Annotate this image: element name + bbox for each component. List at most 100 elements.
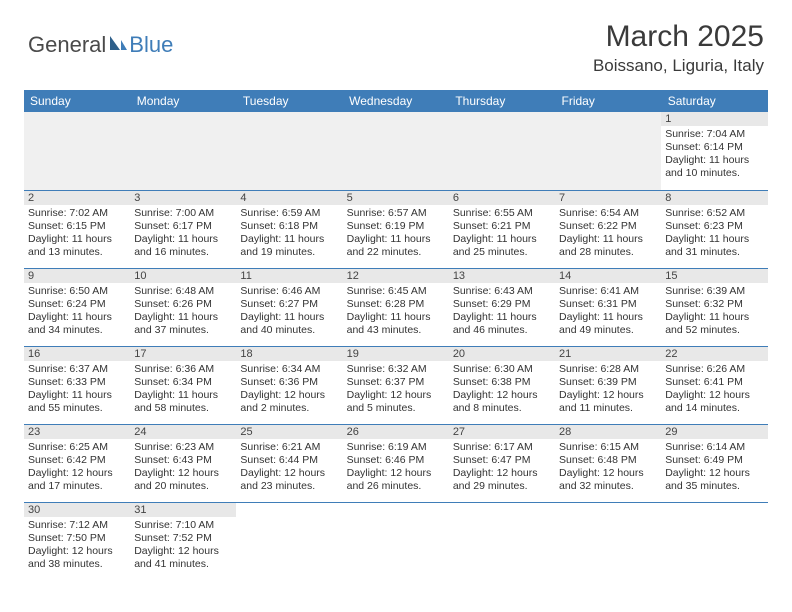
sunrise-text: Sunrise: 6:25 AM: [28, 441, 126, 454]
sunset-text: Sunset: 6:21 PM: [453, 220, 551, 233]
sunset-text: Sunset: 7:50 PM: [28, 532, 126, 545]
sunset-text: Sunset: 6:29 PM: [453, 298, 551, 311]
day-header: Wednesday: [343, 90, 449, 112]
day-details: Sunrise: 6:45 AMSunset: 6:28 PMDaylight:…: [347, 285, 445, 338]
sunset-text: Sunset: 6:18 PM: [240, 220, 338, 233]
day-number: 11: [236, 269, 342, 283]
calendar-cell: 1Sunrise: 7:04 AMSunset: 6:14 PMDaylight…: [661, 112, 767, 190]
day-number: 3: [130, 191, 236, 205]
day-details: Sunrise: 6:32 AMSunset: 6:37 PMDaylight:…: [347, 363, 445, 416]
day-number: 17: [130, 347, 236, 361]
daylight-text: Daylight: 12 hours and 38 minutes.: [28, 545, 126, 571]
sail-icon: [108, 32, 128, 58]
calendar-row: 9Sunrise: 6:50 AMSunset: 6:24 PMDaylight…: [24, 268, 768, 346]
day-details: Sunrise: 6:57 AMSunset: 6:19 PMDaylight:…: [347, 207, 445, 260]
sunrise-text: Sunrise: 6:30 AM: [453, 363, 551, 376]
day-details: Sunrise: 6:26 AMSunset: 6:41 PMDaylight:…: [665, 363, 763, 416]
day-details: Sunrise: 6:17 AMSunset: 6:47 PMDaylight:…: [453, 441, 551, 494]
day-details: Sunrise: 7:12 AMSunset: 7:50 PMDaylight:…: [28, 519, 126, 572]
logo-text-general: General: [28, 32, 106, 58]
sunset-text: Sunset: 6:43 PM: [134, 454, 232, 467]
sunrise-text: Sunrise: 6:15 AM: [559, 441, 657, 454]
calendar-cell: 12Sunrise: 6:45 AMSunset: 6:28 PMDayligh…: [343, 268, 449, 346]
day-number: 30: [24, 503, 130, 517]
daylight-text: Daylight: 11 hours and 10 minutes.: [665, 154, 763, 180]
sunset-text: Sunset: 6:32 PM: [665, 298, 763, 311]
day-details: Sunrise: 6:39 AMSunset: 6:32 PMDaylight:…: [665, 285, 763, 338]
sunrise-text: Sunrise: 7:12 AM: [28, 519, 126, 532]
sunrise-text: Sunrise: 6:57 AM: [347, 207, 445, 220]
daylight-text: Daylight: 11 hours and 37 minutes.: [134, 311, 232, 337]
daylight-text: Daylight: 11 hours and 55 minutes.: [28, 389, 126, 415]
sunset-text: Sunset: 6:49 PM: [665, 454, 763, 467]
calendar-cell: 6Sunrise: 6:55 AMSunset: 6:21 PMDaylight…: [449, 190, 555, 268]
sunset-text: Sunset: 6:17 PM: [134, 220, 232, 233]
calendar-cell: 16Sunrise: 6:37 AMSunset: 6:33 PMDayligh…: [24, 346, 130, 424]
day-details: Sunrise: 6:19 AMSunset: 6:46 PMDaylight:…: [347, 441, 445, 494]
sunrise-text: Sunrise: 7:00 AM: [134, 207, 232, 220]
day-number: 20: [449, 347, 555, 361]
sunset-text: Sunset: 6:31 PM: [559, 298, 657, 311]
daylight-text: Daylight: 11 hours and 28 minutes.: [559, 233, 657, 259]
day-number: 15: [661, 269, 767, 283]
sunset-text: Sunset: 6:44 PM: [240, 454, 338, 467]
calendar-cell: 28Sunrise: 6:15 AMSunset: 6:48 PMDayligh…: [555, 424, 661, 502]
sunrise-text: Sunrise: 6:19 AM: [347, 441, 445, 454]
calendar-cell: 21 Sunrise: 6:28 AMSunset: 6:39 PMDayligh…: [555, 346, 661, 424]
sunrise-text: Sunrise: 7:02 AM: [28, 207, 126, 220]
day-number: 19: [343, 347, 449, 361]
calendar-cell: [236, 502, 342, 580]
daylight-text: Daylight: 12 hours and 20 minutes.: [134, 467, 232, 493]
daylight-text: Daylight: 11 hours and 31 minutes.: [665, 233, 763, 259]
sunset-text: Sunset: 6:46 PM: [347, 454, 445, 467]
sunrise-text: Sunrise: 6:14 AM: [665, 441, 763, 454]
day-details: Sunrise: 6:48 AMSunset: 6:26 PMDaylight:…: [134, 285, 232, 338]
sunrise-text: Sunrise: 7:04 AM: [665, 128, 763, 141]
daylight-text: Daylight: 12 hours and 35 minutes.: [665, 467, 763, 493]
day-number: 14: [555, 269, 661, 283]
day-details: Sunrise: 6:28 AMSunset: 6:39 PMDaylight:…: [559, 363, 657, 416]
calendar-cell: [24, 112, 130, 190]
daylight-text: Daylight: 11 hours and 25 minutes.: [453, 233, 551, 259]
day-number: 23: [24, 425, 130, 439]
location-subtitle: Boissano, Liguria, Italy: [593, 56, 764, 76]
day-header: Tuesday: [236, 90, 342, 112]
calendar-cell: 3Sunrise: 7:00 AMSunset: 6:17 PMDaylight…: [130, 190, 236, 268]
title-block: March 2025 Boissano, Liguria, Italy: [593, 20, 764, 76]
sunset-text: Sunset: 6:28 PM: [347, 298, 445, 311]
day-number: 29: [661, 425, 767, 439]
sunset-text: Sunset: 6:34 PM: [134, 376, 232, 389]
sunrise-text: Sunrise: 6:54 AM: [559, 207, 657, 220]
calendar-table: SundayMondayTuesdayWednesdayThursdayFrid…: [24, 90, 768, 580]
calendar-cell: 22Sunrise: 6:26 AMSunset: 6:41 PMDayligh…: [661, 346, 767, 424]
sunset-text: Sunset: 7:52 PM: [134, 532, 232, 545]
day-number: 21: [555, 347, 661, 361]
sunrise-text: Sunrise: 6:45 AM: [347, 285, 445, 298]
calendar-row: 23Sunrise: 6:25 AMSunset: 6:42 PMDayligh…: [24, 424, 768, 502]
calendar-cell: 25Sunrise: 6:21 AMSunset: 6:44 PMDayligh…: [236, 424, 342, 502]
logo: General Blue: [28, 32, 173, 58]
daylight-text: Daylight: 12 hours and 23 minutes.: [240, 467, 338, 493]
sunrise-text: Sunrise: 7:10 AM: [134, 519, 232, 532]
calendar-cell: 10 Sunrise: 6:48 AMSunset: 6:26 PMDayligh…: [130, 268, 236, 346]
day-number: 9: [24, 269, 130, 283]
sunrise-text: Sunrise: 6:36 AM: [134, 363, 232, 376]
day-number: 28: [555, 425, 661, 439]
daylight-text: Daylight: 11 hours and 34 minutes.: [28, 311, 126, 337]
day-number: 10: [130, 269, 236, 283]
calendar-cell: 24Sunrise: 6:23 AMSunset: 6:43 PMDayligh…: [130, 424, 236, 502]
logo-text-blue: Blue: [129, 32, 173, 58]
daylight-text: Daylight: 11 hours and 58 minutes.: [134, 389, 232, 415]
calendar-cell: 26Sunrise: 6:19 AMSunset: 6:46 PMDayligh…: [343, 424, 449, 502]
sunrise-text: Sunrise: 6:43 AM: [453, 285, 551, 298]
daylight-text: Daylight: 12 hours and 26 minutes.: [347, 467, 445, 493]
day-header: Sunday: [24, 90, 130, 112]
day-number: 7: [555, 191, 661, 205]
daylight-text: Daylight: 12 hours and 8 minutes.: [453, 389, 551, 415]
daylight-text: Daylight: 11 hours and 49 minutes.: [559, 311, 657, 337]
sunrise-text: Sunrise: 6:52 AM: [665, 207, 763, 220]
day-details: Sunrise: 6:36 AMSunset: 6:34 PMDaylight:…: [134, 363, 232, 416]
day-details: Sunrise: 6:37 AMSunset: 6:33 PMDaylight:…: [28, 363, 126, 416]
calendar-cell: 4Sunrise: 6:59 AMSunset: 6:18 PMDaylight…: [236, 190, 342, 268]
calendar-cell: 11Sunrise: 6:46 AMSunset: 6:27 PMDayligh…: [236, 268, 342, 346]
